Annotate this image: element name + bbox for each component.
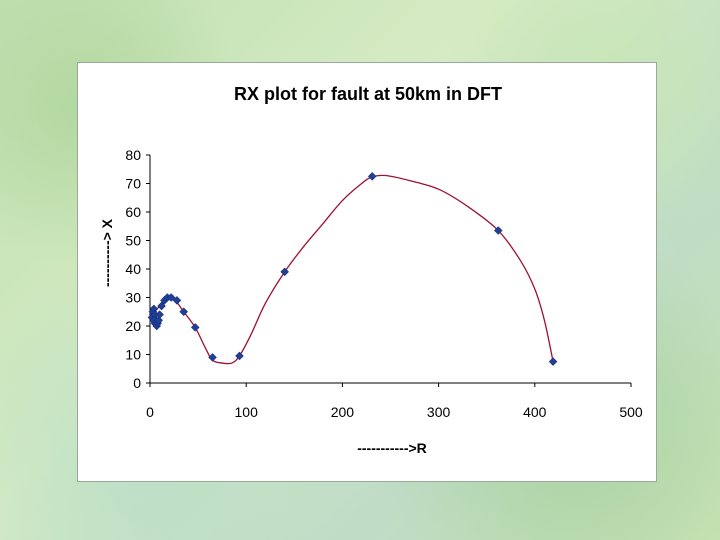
data-point-marker (208, 352, 217, 362)
data-point-marker (155, 310, 164, 319)
data-point-marker (190, 323, 200, 332)
data-point-marker (154, 315, 164, 325)
data-point-marker (280, 267, 290, 277)
chart-title: RX plot for fault at 50km in DFT (234, 84, 502, 104)
data-point-marker (179, 307, 189, 317)
data-point-marker (166, 293, 176, 302)
data-point-marker (367, 172, 377, 181)
data-point-marker (157, 301, 166, 311)
chart-panel: RX plot for fault at 50km in DFT 0 10 20 30… (77, 62, 657, 482)
y-tick-label: 10 (125, 347, 141, 363)
x-tick-label: 300 (427, 404, 451, 420)
fitted-curve (151, 174, 554, 365)
y-tick-label: 40 (125, 261, 141, 277)
y-axis-label: ----------> X (99, 218, 115, 287)
rx-plot: RX plot for fault at 50km in DFT 0 10 20 30… (99, 84, 643, 456)
data-point-marker (172, 295, 182, 305)
y-tick-label: 70 (125, 176, 141, 192)
data-point-marker (493, 226, 503, 235)
x-tick-label: 200 (331, 404, 355, 420)
x-tick-label: 0 (146, 404, 154, 420)
x-tick-label: 100 (235, 404, 259, 420)
y-tick-label: 20 (125, 318, 141, 334)
y-tick-label: 60 (125, 204, 141, 220)
data-point-marker (235, 351, 244, 361)
x-tick-label: 500 (619, 404, 643, 420)
data-point-marker (548, 357, 558, 366)
x-axis-label: ----------->R (357, 440, 427, 456)
x-tick-label: 400 (523, 404, 547, 420)
y-tick-label: 30 (125, 290, 141, 306)
y-tick-label: 0 (133, 375, 141, 391)
y-tick-label: 80 (125, 147, 141, 163)
y-tick-label: 50 (125, 233, 141, 249)
